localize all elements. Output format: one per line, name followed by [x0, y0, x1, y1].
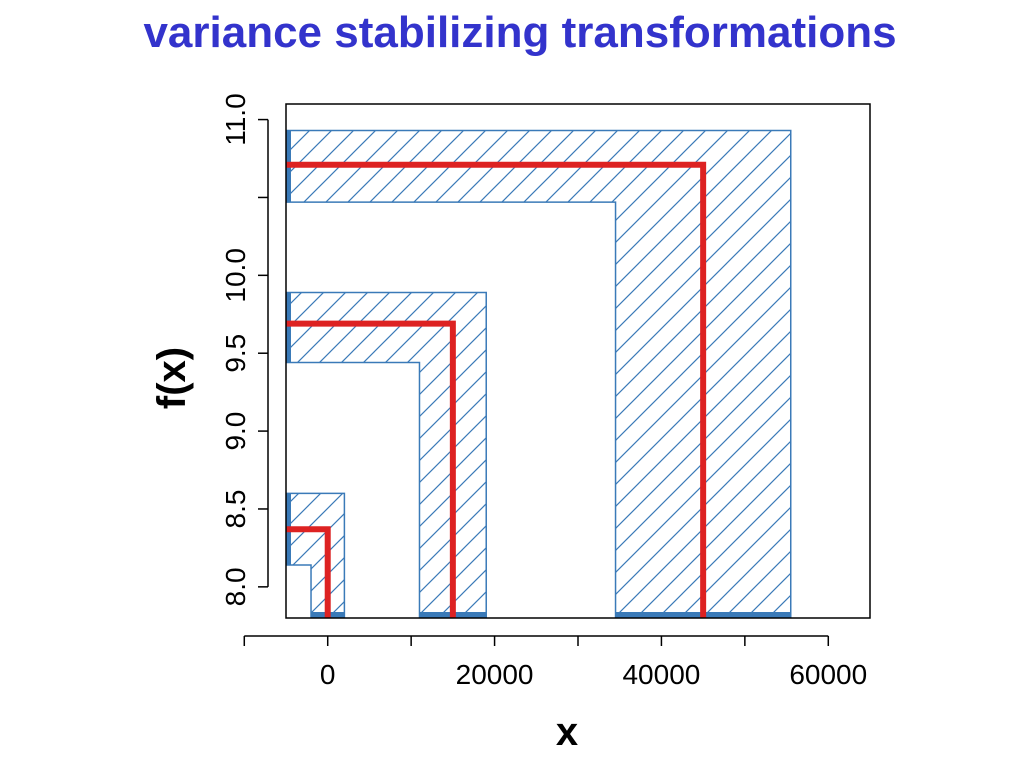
y-tick-label-4: 10.0 — [220, 248, 251, 303]
y-tick-label-2: 9.0 — [220, 412, 251, 451]
y-tick-label-1: 8.5 — [220, 490, 251, 529]
bands-layer — [286, 129, 792, 618]
x-tick-label-1: 20000 — [456, 659, 534, 690]
y-axis: 8.0 8.5 9.0 9.5 10.0 11.0 — [220, 93, 269, 606]
x-tick-label-0: 0 — [320, 659, 336, 690]
mean-path-2 — [286, 161, 707, 618]
band-0 — [286, 492, 346, 618]
y-axis-label: f(x) — [150, 347, 194, 409]
curves-layer — [286, 161, 707, 618]
x-axis: 0 20000 40000 60000 — [243, 635, 867, 690]
band-1 — [286, 291, 487, 618]
x-tick-label-2: 40000 — [622, 659, 700, 690]
x-tick-label-3: 60000 — [789, 659, 867, 690]
mean-path-1 — [286, 320, 456, 618]
y-tick-label-0: 8.0 — [220, 567, 251, 606]
page-title: variance stabilizing transformations — [143, 8, 897, 57]
y-tick-label-3: 9.5 — [220, 334, 251, 373]
mean-path-0 — [286, 526, 331, 618]
plot-frame — [285, 103, 871, 619]
band-2 — [286, 129, 792, 618]
y-tick-label-5: 11.0 — [220, 93, 251, 145]
x-axis-label: x — [556, 710, 578, 754]
